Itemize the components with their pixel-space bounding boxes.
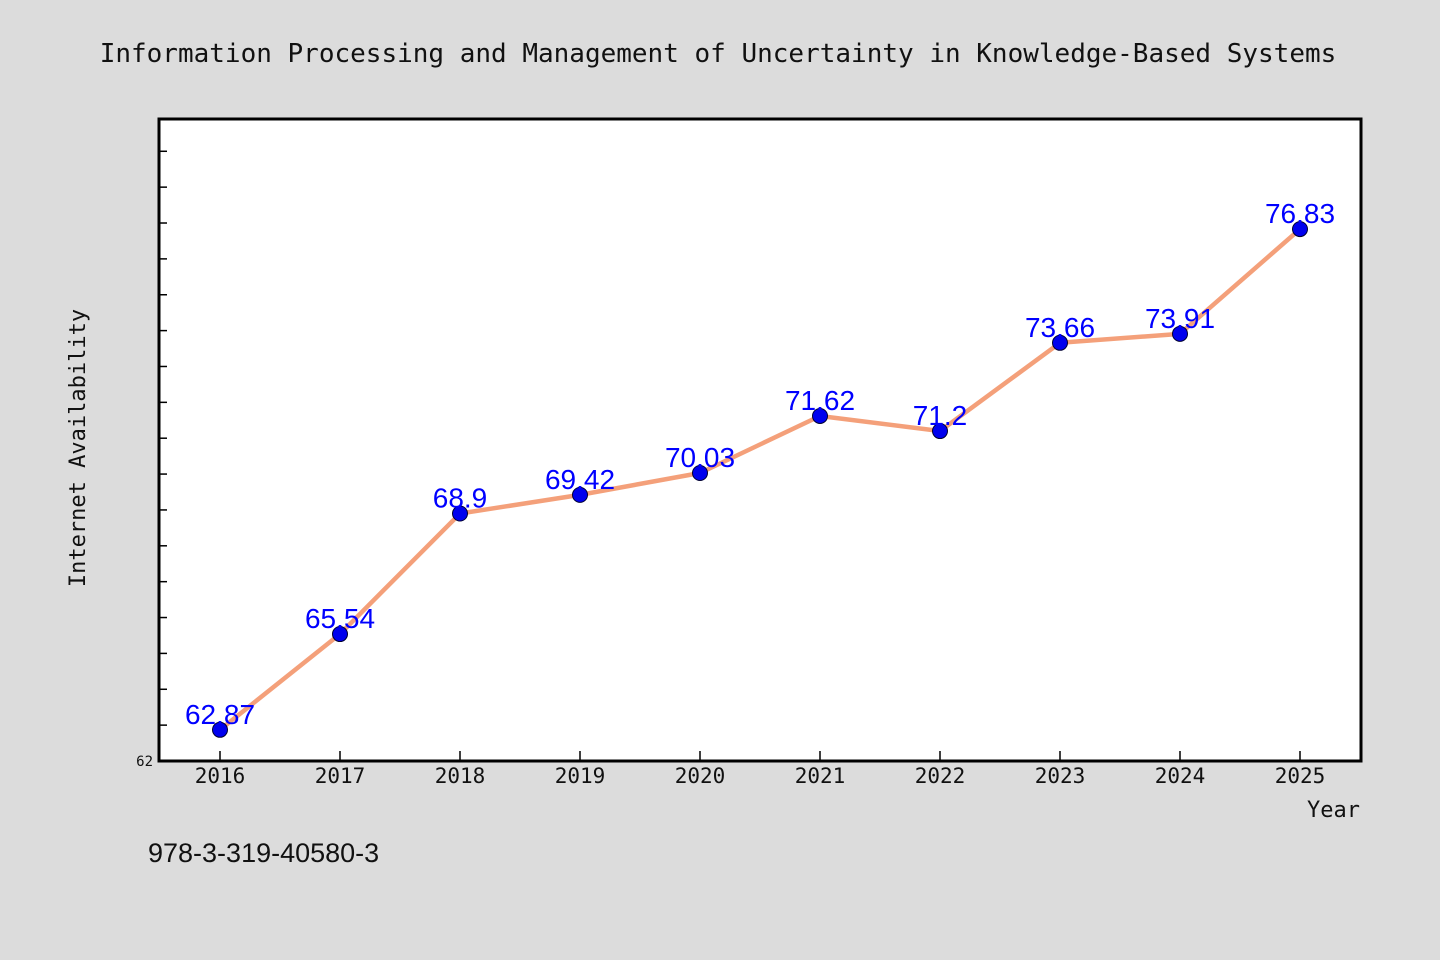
data-point	[1292, 221, 1308, 238]
data-label: 62.87	[185, 699, 255, 730]
data-label: 65.54	[305, 603, 375, 634]
data-point	[332, 626, 348, 643]
y-axis-label: Internet Availability	[66, 309, 91, 587]
data-points	[212, 221, 1308, 738]
data-point	[692, 464, 708, 481]
series-line	[218, 227, 1302, 732]
y-axis-ticks	[159, 150, 167, 726]
data-point	[1172, 325, 1188, 342]
x-tick-label: 2017	[315, 764, 366, 788]
data-label: 69.42	[545, 464, 615, 495]
x-axis-label: Year	[1307, 798, 1360, 823]
data-labels: 62.87 65.54 68.9 69.42 70.03 71.62 71.2 73.66 73…	[185, 198, 1335, 730]
x-tick-label: 2018	[435, 764, 486, 788]
data-label: 71.62	[785, 385, 855, 416]
data-label: 68.9	[433, 483, 488, 514]
data-label: 71.2	[913, 400, 968, 431]
x-tick-label: 2020	[675, 764, 726, 788]
data-label: 73.91	[1145, 303, 1215, 334]
data-label: 70.03	[665, 442, 735, 473]
x-tick-label: 2016	[195, 764, 246, 788]
data-label: 73.66	[1025, 312, 1095, 343]
isbn-text: 978-3-319-40580-3	[148, 838, 379, 868]
data-point	[1052, 334, 1068, 351]
y-tick-label: 62	[136, 754, 153, 770]
data-point	[812, 407, 828, 424]
x-tick-label: 2021	[795, 764, 846, 788]
x-tick-label: 2022	[915, 764, 966, 788]
chart-title: Information Processing and Management of…	[100, 39, 1337, 69]
data-label: 76.83	[1265, 198, 1335, 229]
x-tick-label: 2019	[555, 764, 606, 788]
x-tick-label: 2023	[1035, 764, 1086, 788]
data-point	[572, 486, 588, 503]
x-axis-ticks: 2016 2017 2018 2019 2020 2021 2022 2023 2024 2025	[195, 751, 1326, 788]
x-tick-label: 2025	[1275, 764, 1326, 788]
data-point	[212, 721, 228, 738]
data-point	[452, 505, 468, 522]
plot-area	[157, 117, 1363, 763]
x-tick-label: 2024	[1155, 764, 1206, 788]
data-point	[932, 423, 948, 440]
